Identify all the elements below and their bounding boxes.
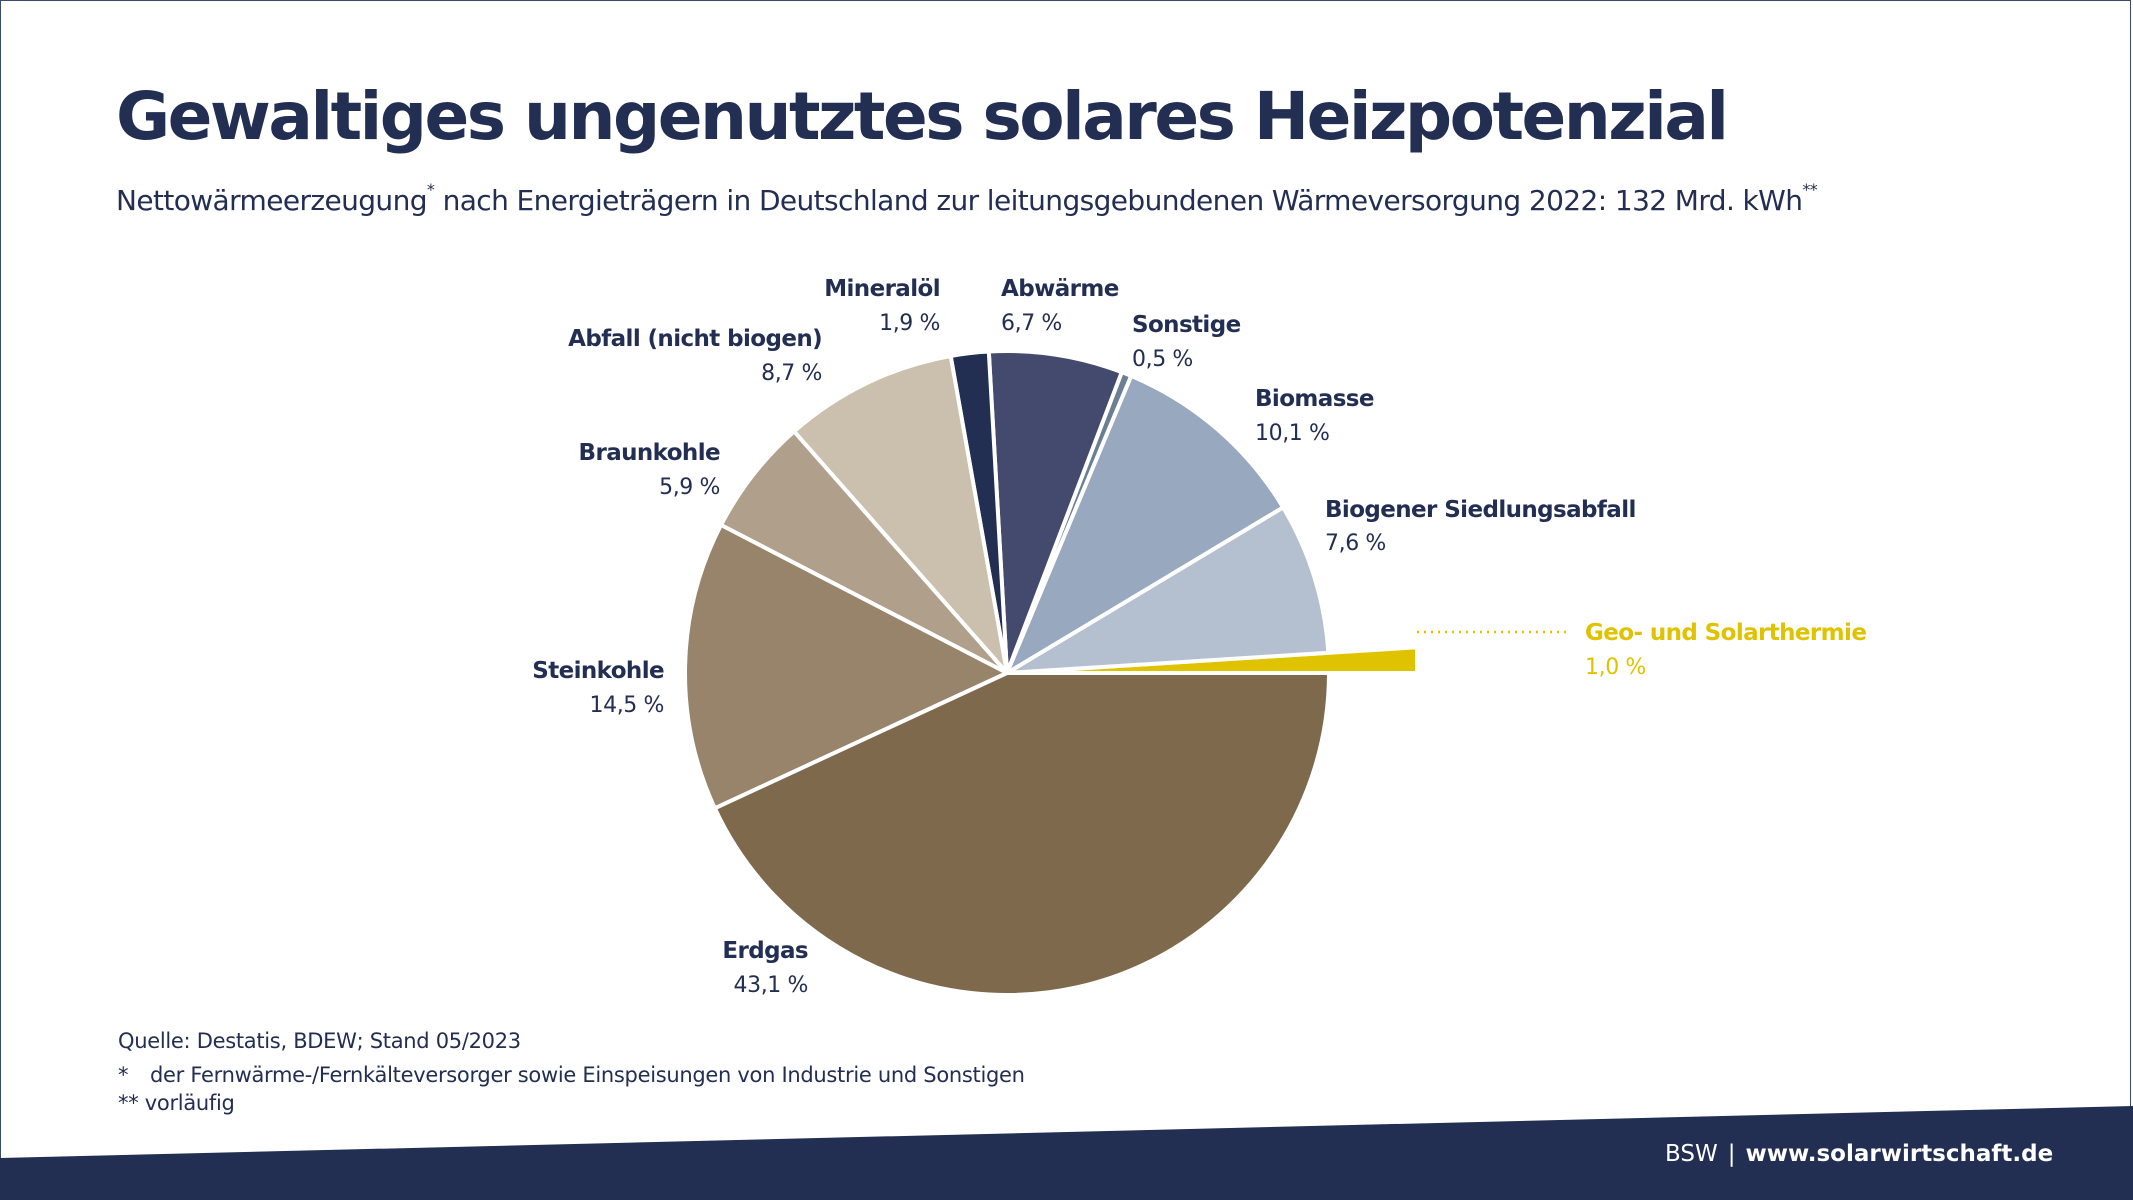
slice-label-value: 7,6 % [1325, 531, 1386, 556]
footer-url-link[interactable]: www.solarwirtschaft.de [1745, 1141, 2054, 1167]
pie-slices [683, 349, 1419, 997]
slice-labels: Geo- und Solarthermie 1,0 % Biogener Sie… [532, 276, 1867, 998]
chart-notes: Quelle: Destatis, BDEW; Stand 05/2023 * d… [118, 1027, 1025, 1117]
footnote-2: ** vorläufig [118, 1089, 1025, 1117]
slice-label-value: 1,0 % [1585, 655, 1646, 680]
footnote-2-text: vorläufig [144, 1091, 235, 1115]
footnote-marker-1: * [426, 180, 435, 199]
slice-label-value: 43,1 % [734, 973, 808, 998]
slice-label-name: Mineralöl [824, 276, 940, 302]
footnote-1-text: der Fernwärme-/Fernkälteversorger sowie … [150, 1063, 1025, 1087]
slice-label-value: 1,9 % [879, 311, 940, 336]
chart-title: Gewaltiges ungenutztes solares Heizpoten… [116, 78, 1729, 155]
footer-separator: | [1727, 1141, 1736, 1167]
subtitle-text-2: nach Energieträgern in Deutschland zur l… [434, 184, 1803, 217]
footnote-1: * der Fernwärme-/Fernkälteversorger sowie… [118, 1061, 1025, 1089]
footer-org: BSW [1665, 1141, 1718, 1167]
pie-slice-biomasse [1005, 373, 1286, 675]
slice-label-name: Biomasse [1255, 386, 1374, 412]
pie-slice-erdgas [712, 671, 1331, 997]
slice-label-name: Abfall (nicht biogen) [568, 326, 822, 352]
slice-label-name: Erdgas [722, 938, 808, 964]
slice-label-value: 6,7 % [1001, 311, 1062, 336]
slice-label-name: Biogener Siedlungsabfall [1325, 497, 1636, 523]
slice-label-name: Sonstige [1132, 312, 1241, 338]
slice-label-value: 14,5 % [590, 693, 664, 718]
source-note: Quelle: Destatis, BDEW; Stand 05/2023 [118, 1029, 521, 1053]
footnote-1-marker: * [118, 1063, 129, 1087]
footnote-2-marker: ** [118, 1091, 139, 1115]
slice-label-value: 8,7 % [761, 361, 822, 386]
slice-label-value: 10,1 % [1255, 421, 1329, 446]
pie-slice-abfall-nicht-biogen [792, 353, 1009, 675]
footer-band-shape [0, 1106, 2133, 1200]
slice-label-name: Abwärme [1001, 276, 1119, 302]
pie-slice-abwärme [986, 349, 1124, 675]
subtitle-text-1: Nettowärmeerzeugung [116, 184, 427, 217]
slice-label-name: Steinkohle [532, 658, 664, 684]
footnote-marker-2: ** [1802, 180, 1818, 199]
slice-label-value: 5,9 % [659, 475, 720, 500]
pie-slice-biogener-siedlungsabfall [1005, 505, 1331, 675]
chart-subtitle: Nettowärmeerzeugung* nach Energieträgern… [116, 180, 1818, 217]
slice-label-value: 0,5 % [1132, 347, 1193, 372]
footer-branding: BSW | www.solarwirtschaft.de [1665, 1141, 2053, 1167]
pie-slice-steinkohle [683, 523, 1009, 811]
slice-label-name: Braunkohle [579, 440, 720, 466]
slice-label-name: Geo- und Solarthermie [1585, 620, 1866, 646]
